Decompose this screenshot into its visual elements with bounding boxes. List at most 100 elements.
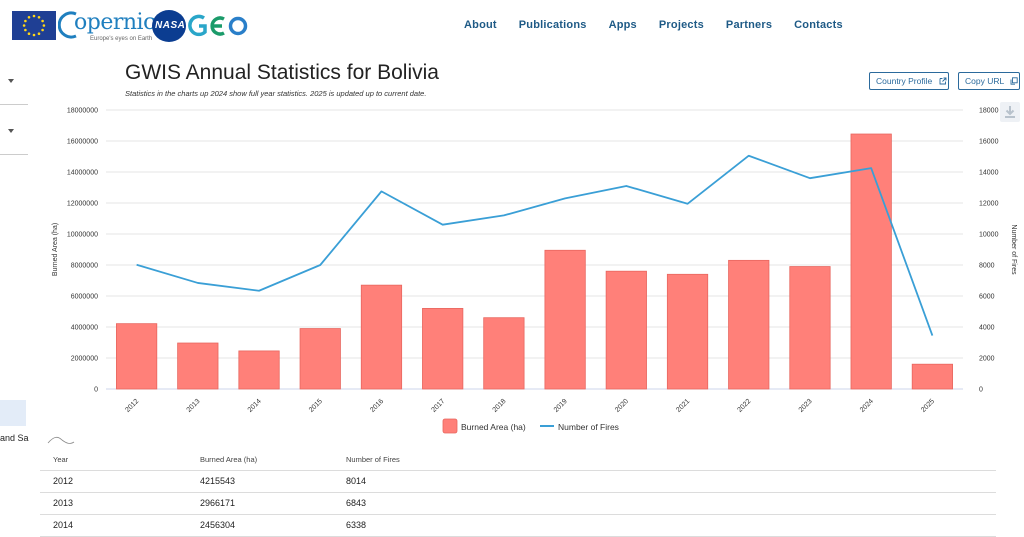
sidebar-item-label[interactable]: and Sa [0,433,29,443]
top-header: opernicus Europe's eyes on Earth NASA Ab… [0,0,1024,52]
chevron-down-icon [8,129,14,133]
bar-burned-area [666,273,709,390]
y-axis-title-right: Number of Fires [1010,224,1017,275]
x-tick-label: 2013 [186,398,202,414]
x-tick-label: 2019 [553,398,569,414]
main-nav: About Publications Apps Projects Partner… [464,19,865,31]
copy-url-button[interactable]: Copy URL [958,72,1020,90]
sidebar-selected-item[interactable] [0,400,26,426]
y-tick-label-right: 16000 [979,139,999,146]
bar-burned-area [911,363,953,390]
bar-burned-area [238,350,280,390]
column-header-burned-area[interactable]: Burned Area (ha) [200,455,258,464]
page-subtitle: Statistics in the charts up 2024 show fu… [125,89,427,98]
left-sidebar: and Sa [0,52,29,534]
x-tick-label: 2017 [430,398,446,414]
statistics-table: Year Burned Area (ha) Number of Fires 20… [40,448,996,537]
y-tick-label-right: 18000 [979,108,999,115]
y-tick-label-left: 2000000 [71,356,98,363]
bar-burned-area [483,317,525,390]
y-tick-label-right: 12000 [979,201,999,208]
x-tick-label: 2021 [675,398,691,414]
x-tick-label: 2025 [920,398,936,414]
copernicus-tagline: Europe's eyes on Earth [90,36,153,42]
y-tick-label-left: 6000000 [71,294,98,301]
chevron-down-icon [8,79,14,83]
table-header-row: Year Burned Area (ha) Number of Fires [40,448,996,471]
sidebar-dropdown-1[interactable] [0,64,28,105]
cell-burned-area: 2456304 [200,520,236,530]
y-tick-label-right: 14000 [979,170,999,177]
burned-area-fires-chart: 0 2000000 4000000 6000000 8000000 10000000 120… [47,108,1017,444]
bar-burned-area [360,284,403,390]
x-tick-label: 2015 [308,398,324,414]
cell-number-of-fires: 8014 [346,476,367,486]
y-tick-label-left: 16000000 [67,139,98,146]
x-tick-label: 2016 [369,398,385,414]
column-header-number-of-fires[interactable]: Number of Fires [346,455,400,464]
x-tick-label: 2012 [124,398,140,414]
nav-publications[interactable]: Publications [518,19,587,31]
bar-burned-area [544,249,586,390]
table-row: 2013 2966171 6843 [40,493,996,515]
bar-burned-area [177,342,219,390]
cell-burned-area: 4215543 [200,476,236,486]
y-tick-label-right: 10000 [979,232,999,239]
bar-burned-area [728,259,770,390]
column-header-year[interactable]: Year [53,455,69,464]
bar-burned-area [422,307,464,390]
nasa-logo[interactable]: NASA [152,10,186,42]
nasa-wordmark: NASA [155,20,186,31]
y-tick-label-right: 8000 [979,263,995,270]
y-axis-title-left: Burned Area (ha) [52,223,59,276]
nav-partners[interactable]: Partners [725,19,773,31]
nav-about[interactable]: About [464,19,497,31]
x-tick-label: 2018 [492,398,508,414]
page-title: GWIS Annual Statistics for Bolivia [125,61,439,84]
cell-number-of-fires: 6338 [346,520,367,530]
bar-burned-area [116,323,158,390]
cell-year: 2012 [53,476,74,486]
legend-swatch-burned-area [442,418,458,434]
x-tick-label: 2014 [247,398,263,414]
y-tick-label-right: 4000 [979,325,995,332]
y-tick-label-left: 0 [94,387,98,394]
copy-url-label: Copy URL [965,76,1004,86]
external-link-icon [939,77,947,85]
cell-year: 2013 [53,498,74,508]
bar-burned-area [299,328,341,390]
legend-label-burned-area: Burned Area (ha) [461,422,526,432]
x-tick-label: 2020 [614,398,630,414]
nav-apps[interactable]: Apps [608,19,637,31]
y-tick-label-right: 6000 [979,294,995,301]
bar-burned-area [605,270,647,390]
y-tick-label-left: 14000000 [67,170,98,177]
y-tick-label-right: 0 [979,387,983,394]
y-tick-label-left: 12000000 [67,201,98,208]
y-tick-label-left: 18000000 [67,108,98,115]
y-tick-label-left: 8000000 [71,263,98,270]
x-tick-label: 2024 [859,398,875,414]
range-navigator-icon [47,436,75,444]
eu-flag-logo[interactable] [12,11,56,40]
cell-number-of-fires: 6843 [346,498,367,508]
y-tick-label-left: 10000000 [67,232,98,239]
nav-projects[interactable]: Projects [658,19,704,31]
cell-year: 2014 [53,520,74,530]
country-profile-label: Country Profile [876,76,933,86]
country-profile-button[interactable]: Country Profile [869,72,949,90]
sidebar-dropdown-2[interactable] [0,114,28,155]
x-tick-label: 2022 [736,398,752,414]
download-icon [1005,106,1015,118]
bar-burned-area [789,266,831,390]
y-tick-label-right: 2000 [979,356,995,363]
y-tick-label-left: 4000000 [71,325,98,332]
nav-contacts[interactable]: Contacts [794,19,843,31]
copernicus-logo[interactable]: opernicus Europe's eyes on Earth [58,8,180,44]
table-row: 2012 4215543 8014 [40,471,996,493]
geo-logo[interactable] [188,10,248,42]
chart-download-button[interactable] [1000,102,1020,122]
legend-label-number-of-fires: Number of Fires [558,422,619,432]
x-tick-label: 2023 [798,398,814,414]
copy-icon [1010,77,1018,85]
